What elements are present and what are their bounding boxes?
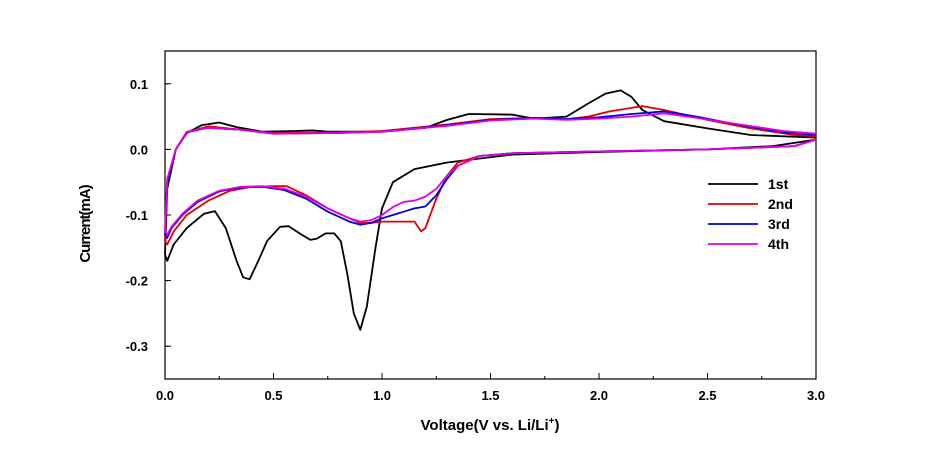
x-tick-label: 0.0 <box>156 388 174 403</box>
x-tick-label: 2.5 <box>698 388 716 403</box>
x-tick-label: 2.0 <box>590 388 608 403</box>
x-axis-title: Voltage(V vs. Li/Li+) <box>421 416 560 434</box>
legend-label: 3rd <box>768 216 790 232</box>
x-tick-label: 1.5 <box>481 388 499 403</box>
x-axis-ticks: 0.0 0.5 1.0 1.5 2.0 2.5 3.0 <box>156 373 825 403</box>
y-tick-label: -0.1 <box>126 208 148 223</box>
series-layer <box>164 89 817 331</box>
legend-label: 4th <box>768 236 789 252</box>
x-tick-label: 0.5 <box>264 388 282 403</box>
x-tick-label: 1.0 <box>373 388 391 403</box>
series-line-1st <box>164 89 817 331</box>
y-axis-ticks: 0.1 0.0 -0.1 -0.2 -0.3 <box>126 77 171 354</box>
plot-frame <box>164 50 817 380</box>
y-axis-title: Current(mA) <box>77 184 94 262</box>
x-axis-title-close: ) <box>554 417 559 434</box>
x-tick-label: 3.0 <box>807 388 825 403</box>
x-axis-title-sup: + <box>549 416 555 427</box>
legend: 1st 2nd 3rd 4th <box>708 176 793 252</box>
y-tick-label: -0.2 <box>126 274 148 289</box>
x-axis-title-main: Voltage(V vs. Li/Li <box>421 417 549 434</box>
y-tick-label: -0.3 <box>126 339 148 354</box>
y-tick-label: 0.0 <box>130 142 148 157</box>
y-tick-label: 0.1 <box>130 77 148 92</box>
legend-label: 2nd <box>768 196 793 212</box>
legend-label: 1st <box>768 176 789 192</box>
series-line-4th <box>164 112 817 236</box>
